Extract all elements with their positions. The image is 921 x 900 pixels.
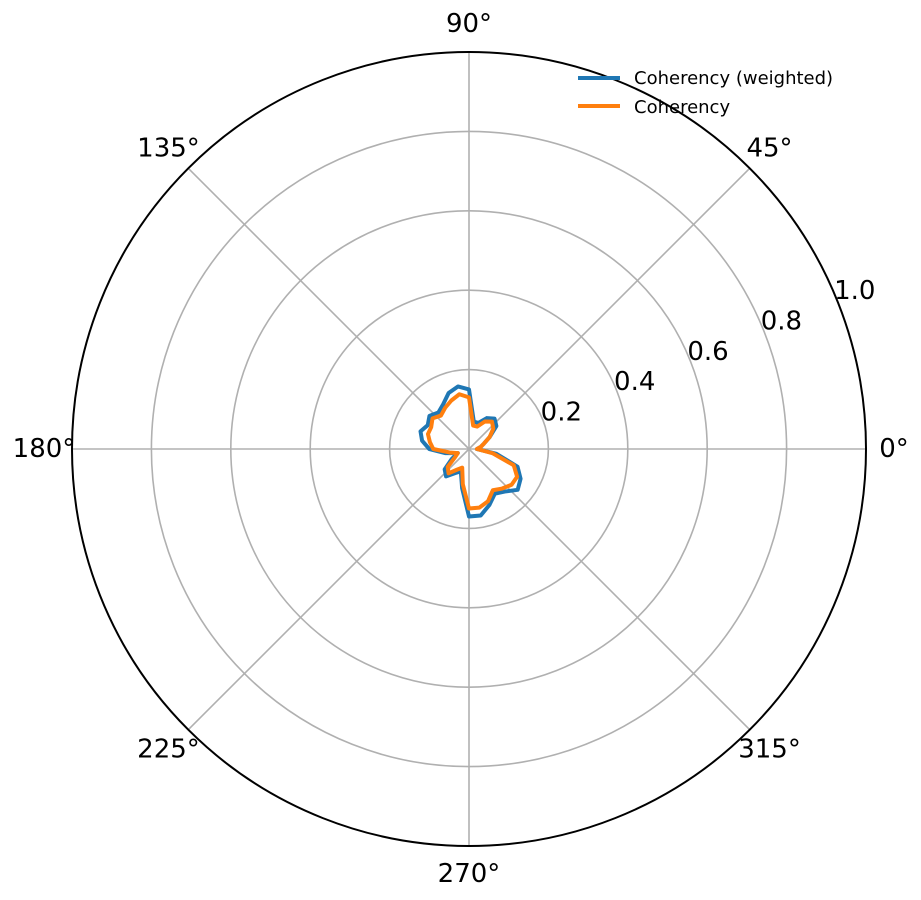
r-tick-label-2: 0.6 [687,337,728,367]
r-tick-label-0: 0.2 [541,398,582,428]
grid-spoke-3 [187,167,470,450]
polar-frame [71,51,867,847]
theta-tick-label-7: 315° [738,735,801,765]
series-line-1 [425,392,520,511]
theta-tick-label-4: 180° [13,434,76,464]
theta-tick-label-6: 270° [438,859,501,889]
theta-tick-label-0: 0° [879,434,909,464]
r-tick-label-1: 0.4 [614,367,655,397]
theta-tick-label-5: 225° [137,735,200,765]
grid-spoke-7 [468,448,751,731]
legend: Coherency (weighted) Coherency [578,68,833,118]
theta-tick-label-3: 135° [137,133,200,163]
theta-tick-label-2: 90° [446,9,492,39]
series-layer [418,384,523,519]
series-line-0 [418,384,523,519]
r-tick-label-4: 1.0 [834,276,875,306]
tick-labels: 0° 45° 90° 135° 180° 225° 270° 315° 0.2 0.4 0.6 0.8… [13,9,909,889]
legend-label-weighted: Coherency (weighted) [634,68,833,89]
polar-grid [72,52,866,846]
r-tick-label-3: 0.8 [761,306,802,336]
legend-label-coherency: Coherency [634,97,730,118]
grid-spoke-1 [468,167,751,450]
grid-spoke-5 [187,448,470,731]
theta-tick-label-1: 45° [746,133,792,163]
